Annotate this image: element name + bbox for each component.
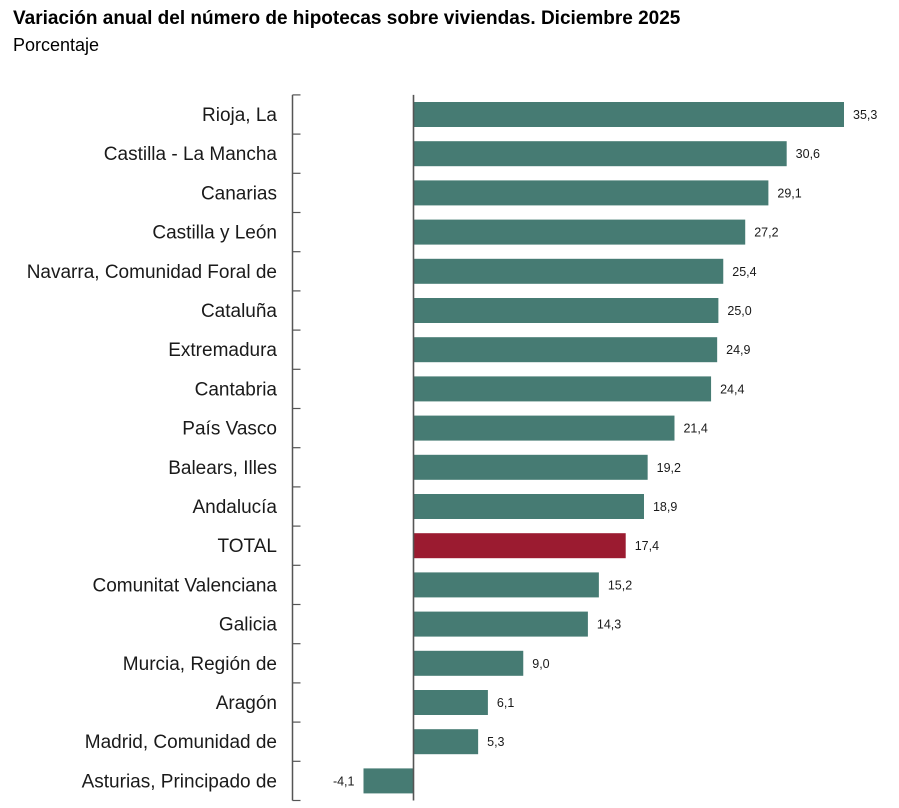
bar xyxy=(413,258,724,284)
category-label: Castilla y León xyxy=(152,223,277,244)
bar xyxy=(413,494,644,519)
chart-title: Variación anual del número de hipotecas … xyxy=(13,8,681,29)
value-label: 14,3 xyxy=(597,618,621,632)
bar xyxy=(413,690,488,715)
category-label: Aragón xyxy=(216,693,277,714)
category-label: Navarra, Comunidad Foral de xyxy=(27,262,277,283)
category-label: Murcia, Región de xyxy=(123,654,277,675)
bar-total xyxy=(413,533,626,559)
category-label: Cataluña xyxy=(201,301,277,322)
value-label: 25,4 xyxy=(732,265,756,279)
chart-subtitle: Porcentaje xyxy=(13,35,100,55)
value-label: 19,2 xyxy=(657,461,681,475)
bar xyxy=(413,611,588,637)
bar xyxy=(413,376,712,402)
value-label: 25,0 xyxy=(727,304,751,318)
category-label: Madrid, Comunidad de xyxy=(85,732,277,753)
value-label: -4,1 xyxy=(333,774,355,788)
category-label: Canarias xyxy=(201,183,277,204)
category-label: País Vasco xyxy=(182,419,277,440)
bar xyxy=(413,729,479,755)
value-label: 21,4 xyxy=(683,422,707,436)
value-label: 24,9 xyxy=(726,343,750,357)
category-label: Cantabria xyxy=(195,379,278,400)
value-label: 29,1 xyxy=(777,186,801,200)
value-label: 27,2 xyxy=(754,226,778,240)
value-label: 24,4 xyxy=(720,382,744,396)
value-label: 18,9 xyxy=(653,500,677,514)
category-label: Balears, Illes xyxy=(168,458,277,479)
bar xyxy=(363,768,414,794)
value-label: 6,1 xyxy=(497,696,514,710)
bar xyxy=(413,650,524,676)
category-label: Asturias, Principado de xyxy=(82,771,277,792)
bar xyxy=(413,141,787,167)
category-label: Galicia xyxy=(219,615,278,636)
bar xyxy=(413,572,599,598)
category-label: Castilla - La Mancha xyxy=(104,144,278,165)
bar xyxy=(413,415,675,441)
bar xyxy=(413,298,719,323)
category-label: Comunitat Valenciana xyxy=(93,575,278,596)
category-label: Rioja, La xyxy=(202,105,277,126)
category-label: TOTAL xyxy=(218,536,277,557)
category-axis: Rioja, La Castilla - La Mancha Canarias Cas… xyxy=(27,94,301,802)
bar xyxy=(413,219,746,245)
bar xyxy=(413,454,648,480)
value-label: 17,4 xyxy=(635,539,659,553)
bars-group: 35,3 30,6 29,1 27,2 25,4 25,0 24,9 24,4 21,4 19,2… xyxy=(333,102,877,794)
value-label: 15,2 xyxy=(608,578,632,592)
category-label: Andalucía xyxy=(192,497,277,518)
bar xyxy=(413,102,844,127)
bar xyxy=(413,180,769,206)
category-label: Extremadura xyxy=(168,340,277,361)
value-label: 35,3 xyxy=(853,108,877,122)
bar xyxy=(413,337,718,363)
value-label: 9,0 xyxy=(532,657,549,671)
value-label: 5,3 xyxy=(487,735,504,749)
value-label: 30,6 xyxy=(796,147,820,161)
